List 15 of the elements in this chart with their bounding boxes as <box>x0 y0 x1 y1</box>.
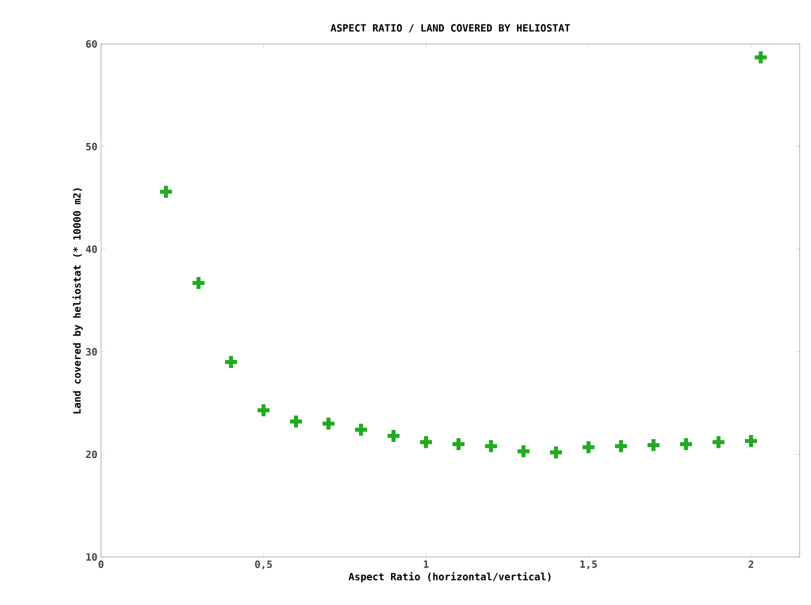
y-tick-label: 10 <box>86 553 97 561</box>
y-axis-title: Land covered by heliostat (* 10000 m2) <box>72 188 83 414</box>
x-tick-label: 1,5 <box>580 560 597 570</box>
x-tick-label: 0,5 <box>255 560 272 570</box>
x-tick-label: 2 <box>748 560 754 568</box>
chart-title: ASPECT RATIO / LAND COVERED BY HELIOSTAT <box>330 24 570 32</box>
y-tick-label: 40 <box>86 245 97 253</box>
y-tick-label: 60 <box>86 40 97 48</box>
y-tick-label: 50 <box>86 142 97 150</box>
x-tick-label: 0 <box>98 560 104 568</box>
point <box>752 49 769 66</box>
y-tick-label: 20 <box>86 450 97 458</box>
x-tick-label: 1 <box>424 560 429 568</box>
y-tick-label: 30 <box>86 348 97 356</box>
x-axis-title: Aspect Ratio (horizontal/vertical) <box>348 572 550 582</box>
